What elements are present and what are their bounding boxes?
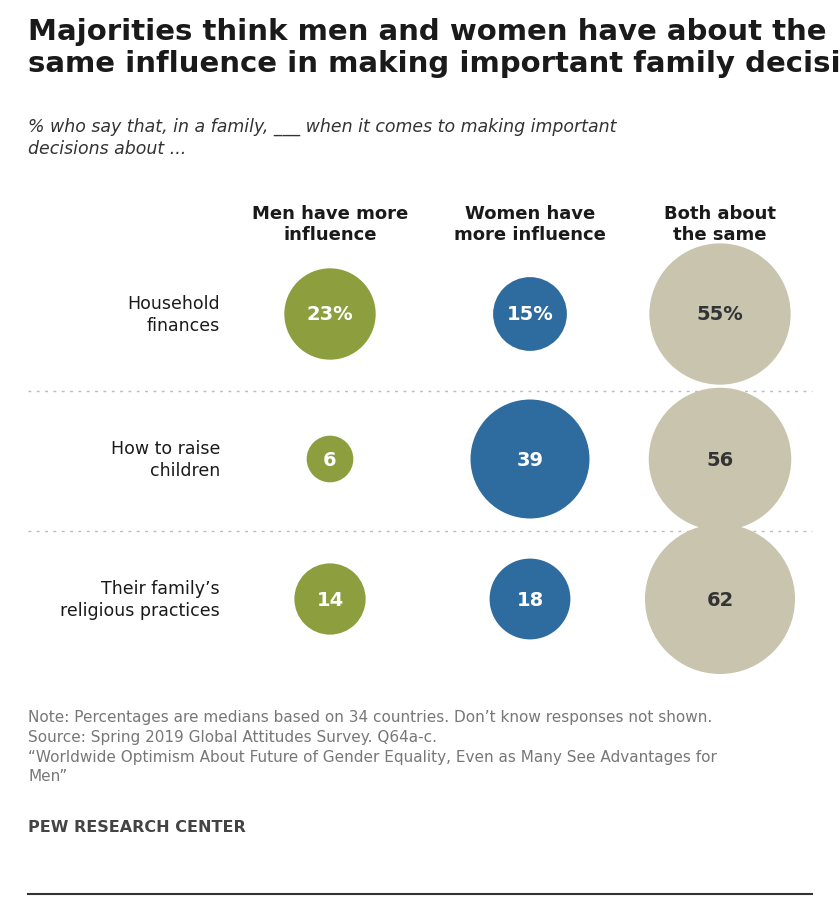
Text: 18: 18 bbox=[517, 589, 543, 609]
Text: Women have
more influence: Women have more influence bbox=[454, 205, 606, 243]
Text: How to raise
children: How to raise children bbox=[111, 439, 220, 479]
Text: 15%: 15% bbox=[507, 305, 554, 324]
Text: 23%: 23% bbox=[307, 305, 354, 324]
Text: % who say that, in a family, ___ when it comes to making important
decisions abo: % who say that, in a family, ___ when it… bbox=[28, 118, 617, 159]
Circle shape bbox=[284, 269, 375, 360]
Text: 55%: 55% bbox=[696, 305, 743, 324]
Circle shape bbox=[294, 564, 365, 635]
Circle shape bbox=[645, 525, 795, 674]
Text: Their family’s
religious practices: Their family’s religious practices bbox=[60, 579, 220, 619]
Text: PEW RESEARCH CENTER: PEW RESEARCH CENTER bbox=[28, 819, 246, 834]
Text: 56: 56 bbox=[706, 450, 733, 469]
Text: Note: Percentages are medians based on 34 countries. Don’t know responses not sh: Note: Percentages are medians based on 3… bbox=[28, 710, 717, 783]
Text: 62: 62 bbox=[706, 589, 733, 609]
Text: Men have more
influence: Men have more influence bbox=[252, 205, 408, 243]
Circle shape bbox=[307, 436, 354, 483]
Circle shape bbox=[470, 400, 590, 519]
Text: 39: 39 bbox=[517, 450, 543, 469]
Circle shape bbox=[648, 388, 791, 531]
Circle shape bbox=[493, 278, 567, 352]
Text: Both about
the same: Both about the same bbox=[664, 205, 776, 243]
Circle shape bbox=[649, 244, 790, 385]
Text: Majorities think men and women have about the
same influence in making important: Majorities think men and women have abou… bbox=[28, 18, 840, 78]
Text: Household
finances: Household finances bbox=[128, 294, 220, 334]
Text: 6: 6 bbox=[323, 450, 337, 469]
Circle shape bbox=[490, 559, 570, 640]
Text: 14: 14 bbox=[317, 589, 344, 609]
